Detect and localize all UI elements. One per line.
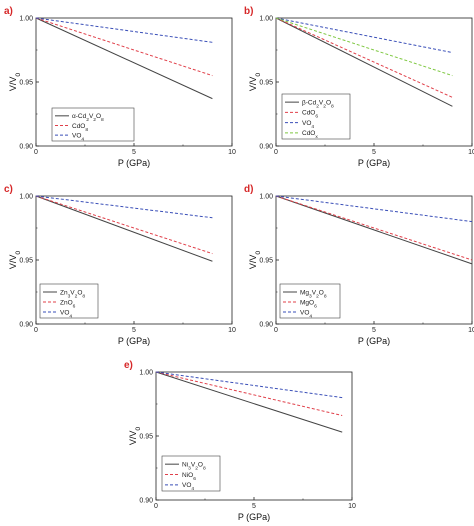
series-line bbox=[275, 195, 473, 223]
legend-entry: α-Cd2V2O8 bbox=[72, 113, 104, 123]
x-tick-label: 5 bbox=[372, 327, 376, 334]
legend-entry: CdOx bbox=[302, 130, 318, 140]
y-tick-label: 0.90 bbox=[139, 498, 153, 505]
y-tick-label: 0.95 bbox=[19, 258, 33, 265]
panel-label: b) bbox=[244, 6, 253, 17]
x-axis-label: P (GPa) bbox=[118, 158, 150, 168]
chart-panel-d: 0 5 10 0.90 0.95 1.00 P (GPa) V/V0 d) Mg3V2O8MgO6… bbox=[244, 184, 474, 346]
y-tick-label: 0.95 bbox=[139, 434, 153, 441]
y-tick-label: 0.95 bbox=[259, 258, 273, 265]
series-line bbox=[35, 195, 213, 255]
series-line bbox=[275, 17, 453, 54]
y-axis-label: V/V0 bbox=[248, 73, 262, 92]
x-tick-label: 10 bbox=[228, 149, 236, 156]
legend-entry: ZnO6 bbox=[60, 299, 76, 309]
y-tick-label: 0.90 bbox=[19, 144, 33, 151]
chart-panel-c: 0 5 10 0.90 0.95 1.00 P (GPa) V/V0 c) Zn3V2O8ZnO6… bbox=[4, 184, 236, 346]
x-tick-label: 10 bbox=[228, 327, 236, 334]
x-tick-label: 0 bbox=[154, 503, 158, 510]
x-axis-label: P (GPa) bbox=[358, 336, 390, 346]
x-tick-label: 5 bbox=[132, 149, 136, 156]
series-line bbox=[35, 17, 213, 77]
y-axis-label: V/V0 bbox=[128, 427, 142, 446]
x-axis-label: P (GPa) bbox=[118, 336, 150, 346]
chart-panel-a: 0 5 10 0.90 0.95 1.00 P (GPa) V/V0 a) α-Cd2V2O8Cd… bbox=[4, 6, 236, 168]
series-line bbox=[275, 17, 453, 98]
y-axis-label: V/V0 bbox=[8, 73, 22, 92]
legend-entry: VO4 bbox=[300, 309, 312, 319]
legend-entry: VO4 bbox=[302, 120, 314, 130]
y-tick-label: 0.90 bbox=[259, 144, 273, 151]
legend-entry: Zn3V2O8 bbox=[60, 289, 85, 299]
series-line bbox=[35, 17, 213, 100]
y-axis-label: V/V0 bbox=[8, 251, 22, 270]
chart-panel-e: 0 5 10 0.90 0.95 1.00 P (GPa) V/V0 e) Ni3V2O8NiO6… bbox=[124, 360, 356, 522]
panel-label: d) bbox=[244, 184, 253, 195]
x-tick-label: 0 bbox=[34, 149, 38, 156]
y-tick-label: 1.00 bbox=[259, 16, 273, 23]
panel-label: a) bbox=[4, 6, 13, 17]
series-line bbox=[275, 17, 453, 77]
legend-entry: MgO6 bbox=[300, 299, 317, 309]
x-tick-label: 5 bbox=[252, 503, 256, 510]
x-tick-label: 0 bbox=[34, 327, 38, 334]
panel-label: c) bbox=[4, 184, 13, 195]
legend-entry: Mg3V2O8 bbox=[300, 289, 327, 299]
x-tick-label: 10 bbox=[468, 327, 474, 334]
y-axis-label: V/V0 bbox=[248, 251, 262, 270]
y-tick-label: 0.95 bbox=[259, 80, 273, 87]
series-line bbox=[155, 371, 343, 433]
series-line bbox=[275, 195, 473, 261]
y-tick-label: 0.90 bbox=[19, 322, 33, 329]
panel-label: e) bbox=[124, 360, 133, 371]
legend-entry: VO4 bbox=[60, 309, 72, 319]
y-tick-label: 0.90 bbox=[259, 322, 273, 329]
y-tick-label: 0.95 bbox=[19, 80, 33, 87]
y-tick-label: 1.00 bbox=[19, 16, 33, 23]
legend-entry: CdO8 bbox=[72, 123, 88, 133]
series-line bbox=[275, 17, 453, 107]
y-tick-label: 1.00 bbox=[259, 194, 273, 201]
series-line bbox=[35, 195, 213, 219]
y-tick-label: 1.00 bbox=[139, 370, 153, 377]
y-tick-label: 1.00 bbox=[19, 194, 33, 201]
x-tick-label: 5 bbox=[372, 149, 376, 156]
series-line bbox=[155, 371, 343, 399]
legend-entry: Ni3V2O8 bbox=[182, 461, 206, 471]
x-tick-label: 5 bbox=[132, 327, 136, 334]
x-axis-label: P (GPa) bbox=[358, 158, 390, 168]
legend-entry: β-Cd2V2O8 bbox=[302, 99, 334, 109]
series-line bbox=[275, 195, 473, 265]
x-tick-label: 0 bbox=[274, 327, 278, 334]
series-line bbox=[155, 371, 343, 417]
series-line bbox=[35, 195, 213, 262]
x-tick-label: 10 bbox=[468, 149, 474, 156]
x-tick-label: 0 bbox=[274, 149, 278, 156]
legend-entry: VO4 bbox=[182, 482, 194, 492]
legend-entry: NiO6 bbox=[182, 472, 196, 482]
x-axis-label: P (GPa) bbox=[238, 512, 270, 522]
chart-panel-b: 0 5 100.900.951.00P (GPa)V/V0b)β-Cd2V2O8Cd… bbox=[244, 6, 474, 168]
legend-entry: VO4 bbox=[72, 132, 84, 142]
x-tick-label: 10 bbox=[348, 503, 356, 510]
legend-entry: CdO6 bbox=[302, 110, 318, 120]
legend-box bbox=[281, 93, 351, 140]
